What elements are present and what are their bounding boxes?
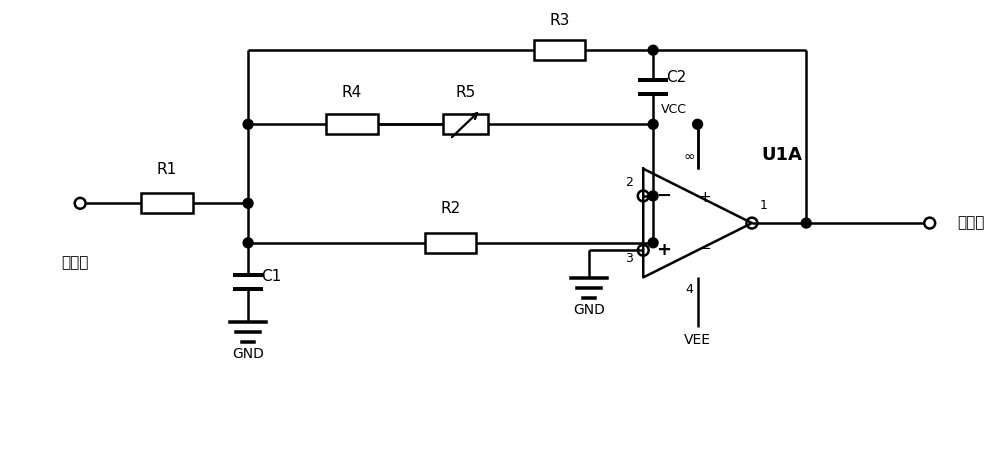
Text: R2: R2 [440,201,461,216]
Circle shape [243,120,253,129]
Text: GND: GND [232,347,264,360]
Text: 输出端: 输出端 [957,216,985,230]
Text: C1: C1 [261,269,281,284]
Text: C2: C2 [666,70,686,85]
Text: R1: R1 [157,162,177,177]
Circle shape [648,191,658,201]
Text: VCC: VCC [661,104,687,116]
Text: 2: 2 [625,175,633,189]
Text: −: − [698,241,711,256]
Text: 1: 1 [760,199,768,212]
Text: ∞: ∞ [684,150,695,164]
Circle shape [648,120,658,129]
Bar [141,193,193,213]
Text: +: + [656,241,671,259]
Text: U1A: U1A [762,146,803,164]
Bar [425,233,476,253]
Text: R4: R4 [342,85,362,99]
Circle shape [801,218,811,228]
Text: 输入端: 输入端 [62,255,89,270]
Text: −: − [656,187,671,205]
Bar [326,114,378,134]
Bar [443,114,488,134]
Circle shape [243,198,253,208]
Circle shape [693,120,703,129]
Circle shape [243,238,253,248]
Circle shape [648,238,658,248]
Text: R3: R3 [549,13,569,28]
Text: 3: 3 [625,251,633,265]
Text: +: + [698,190,711,205]
Bar [534,40,585,60]
Circle shape [648,45,658,55]
Text: R5: R5 [455,85,476,99]
Text: GND: GND [573,303,605,316]
Text: 4: 4 [686,284,694,296]
Text: VEE: VEE [684,333,711,347]
